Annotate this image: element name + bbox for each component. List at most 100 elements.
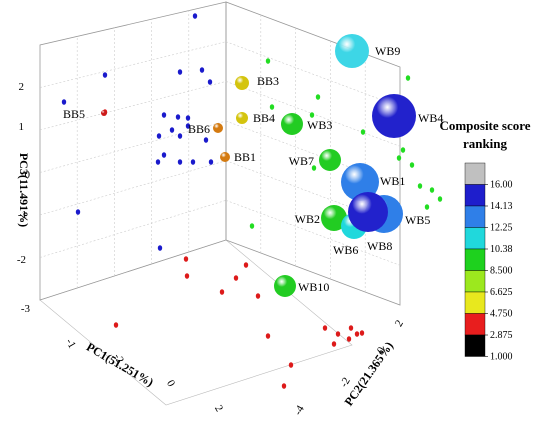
grid-line bbox=[39, 160, 227, 216]
data-point bbox=[424, 204, 430, 210]
data-point bbox=[233, 275, 239, 281]
point-bb4 bbox=[236, 112, 248, 124]
label-wb3: WB3 bbox=[307, 118, 332, 132]
x-tick-label: 0 bbox=[164, 378, 177, 389]
data-point bbox=[409, 162, 415, 168]
legend-level: 2.875 bbox=[490, 330, 513, 341]
data-point bbox=[190, 159, 196, 165]
legend-level: 14.13 bbox=[490, 201, 513, 212]
data-point bbox=[360, 129, 366, 135]
legend-swatch bbox=[464, 162, 486, 185]
data-point bbox=[185, 123, 191, 129]
legend-level: 8.500 bbox=[490, 266, 513, 277]
point-wb10 bbox=[274, 275, 296, 297]
point-wb9 bbox=[335, 34, 369, 68]
legend-level: 6.625 bbox=[490, 287, 513, 298]
legend-swatch bbox=[464, 184, 486, 207]
point-wb4 bbox=[372, 94, 416, 138]
point-wb3 bbox=[281, 113, 303, 135]
label-bb5: BB5 bbox=[63, 107, 85, 121]
data-point bbox=[288, 362, 294, 368]
data-point bbox=[354, 331, 360, 337]
label-wb5: WB5 bbox=[405, 213, 430, 227]
legend-swatch bbox=[464, 334, 486, 357]
grid-line bbox=[225, 200, 401, 266]
label-bb1: BB1 bbox=[234, 150, 256, 164]
z-tick-label: -3 bbox=[21, 303, 31, 315]
data-point bbox=[417, 183, 423, 189]
legend-swatch bbox=[464, 291, 486, 314]
label-wb1: WB1 bbox=[380, 174, 405, 188]
data-point bbox=[161, 112, 167, 118]
data-point bbox=[192, 13, 198, 19]
legend-swatch bbox=[464, 205, 486, 228]
legend-title: Composite score ranking bbox=[439, 118, 530, 151]
data-point bbox=[315, 94, 321, 100]
y-tick-label: -4 bbox=[292, 403, 307, 417]
label-wb9: WB9 bbox=[375, 44, 400, 58]
data-point bbox=[113, 322, 119, 328]
data-point bbox=[243, 262, 249, 268]
legend-level: 16.00 bbox=[490, 180, 513, 191]
point-wb8 bbox=[348, 192, 388, 232]
data-point bbox=[177, 159, 183, 165]
legend: 16.00 14.13 12.25 10.38 8.500 6.625 4.750 2.875… bbox=[464, 162, 513, 363]
x-tick-label: -1 bbox=[63, 337, 78, 351]
data-point bbox=[199, 67, 205, 73]
data-point bbox=[102, 72, 108, 78]
grid-line bbox=[39, 200, 227, 258]
data-point bbox=[161, 152, 167, 158]
grid-line bbox=[39, 81, 227, 131]
data-point bbox=[175, 114, 181, 120]
data-point bbox=[75, 209, 81, 215]
data-point bbox=[396, 155, 402, 161]
legend-swatch bbox=[464, 313, 486, 336]
data-point bbox=[269, 104, 275, 110]
data-point bbox=[155, 159, 161, 165]
data-point bbox=[219, 289, 225, 295]
data-point bbox=[437, 196, 443, 202]
point-bb1 bbox=[220, 152, 230, 162]
data-point bbox=[207, 79, 213, 85]
data-point bbox=[156, 133, 162, 139]
point-wb7 bbox=[319, 149, 341, 171]
point-wb1 bbox=[341, 163, 379, 201]
z-tick-label: 2 bbox=[19, 81, 25, 93]
data-point bbox=[281, 383, 287, 389]
point-bb6 bbox=[213, 123, 223, 133]
grid-line bbox=[225, 160, 401, 226]
legend-level: 12.25 bbox=[490, 223, 513, 234]
label-wb8: WB8 bbox=[367, 239, 392, 253]
data-point bbox=[359, 330, 365, 336]
data-point bbox=[249, 223, 255, 229]
data-point bbox=[255, 293, 261, 299]
data-point bbox=[335, 331, 341, 337]
z-axis-title: PC3(11.491%) bbox=[17, 153, 31, 227]
legend-swatch bbox=[464, 270, 486, 293]
z-tick-label: -2 bbox=[17, 254, 26, 266]
label-bb4: BB4 bbox=[253, 111, 275, 125]
grid-line bbox=[225, 41, 401, 107]
data-point bbox=[185, 115, 191, 121]
grid-line bbox=[39, 120, 227, 173]
y-tick-label: 2 bbox=[393, 318, 406, 329]
data-point bbox=[208, 159, 214, 165]
data-point bbox=[309, 112, 315, 118]
y-axis-title: PC2(21.365%) bbox=[341, 339, 395, 408]
point-labels: WB9 WB4 BB3 BB4 BB5 BB6 BB1 WB3 WB7 WB2 WB1 WB5 WB6 W… bbox=[63, 44, 443, 294]
point-bb5 bbox=[101, 110, 107, 116]
legend-swatch bbox=[464, 227, 486, 250]
data-point bbox=[346, 336, 352, 342]
data-point bbox=[177, 69, 183, 75]
label-bb6: BB6 bbox=[188, 122, 210, 136]
data-point bbox=[400, 147, 406, 153]
z-tick-label: -1 bbox=[18, 209, 27, 221]
data-point bbox=[169, 127, 175, 133]
legend-level: 4.750 bbox=[490, 309, 513, 320]
y-tick-label: 0 bbox=[375, 345, 388, 356]
legend-swatch bbox=[464, 248, 486, 271]
floor-plane bbox=[39, 239, 353, 406]
label-bb3: BB3 bbox=[257, 74, 279, 88]
